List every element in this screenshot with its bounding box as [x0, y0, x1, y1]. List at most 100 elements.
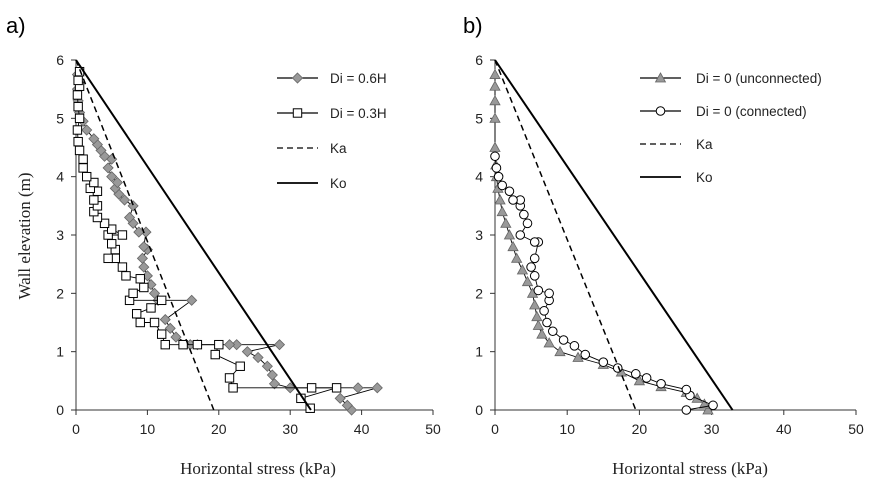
data-point-di-0-unconnected [698, 398, 711, 409]
data-point-di-0-unconnected [554, 345, 566, 357]
legend-label-ka: Ka [696, 137, 713, 152]
data-point-di-0-unconnected [702, 404, 714, 415]
data-point-di-0-3h [121, 271, 131, 281]
data-point-di-0-6h [334, 392, 346, 404]
data-point-di-0-unconnected [543, 337, 555, 348]
data-point-di-0-3h [73, 101, 83, 112]
data-point-di-0-3h [82, 171, 92, 182]
data-point-di-0-6h [111, 176, 123, 189]
data-point-di-0-3h [72, 125, 83, 135]
data-point-di-0-6h [241, 346, 253, 358]
data-point-di-0-unconnected [633, 375, 646, 386]
data-point-di-0-6h [127, 200, 139, 212]
data-point-di-0-3h [89, 177, 99, 188]
data-point-di-0-connected [558, 335, 569, 345]
legend-marker-di-0-3h [292, 108, 303, 118]
data-point-di-0-3h [149, 317, 160, 328]
data-point-di-0-3h [156, 329, 167, 339]
data-point-di-0-unconnected [489, 112, 501, 123]
panel-b-legend: Di = 0 (unconnected) Di = 0 (connected) Ka… [640, 71, 822, 185]
y-tick-label: 3 [56, 227, 64, 243]
data-point-di-0-connected [580, 349, 591, 360]
data-point-di-0-3h [74, 113, 85, 124]
legend-marker-di-0-unconnected [654, 72, 667, 83]
data-point-di-0-3h [306, 383, 317, 393]
x-tick-label: 40 [354, 421, 370, 437]
data-point-di-0-connected [539, 306, 549, 316]
data-point-di-0-6h [170, 331, 182, 343]
panel-a-tick-labels: 0 10 20 30 40 50 0 1 2 3 4 5 6 [56, 52, 441, 437]
data-point-di-0-connected [544, 288, 554, 299]
data-point-di-0-6h [118, 194, 131, 206]
data-point-di-0-connected [598, 357, 609, 367]
data-point-di-0-connected [569, 341, 580, 351]
x-tick-label: 20 [211, 421, 227, 437]
legend-label-ka: Ka [330, 141, 347, 156]
panel-a-legend: Di = 0.6H Di = 0.3H Ka Ko [277, 71, 387, 191]
data-point-di-0-3h [117, 262, 128, 272]
data-point-di-0-unconnected [532, 319, 544, 330]
data-point-di-0-3h [74, 145, 85, 156]
data-point-di-0-connected [681, 384, 692, 395]
data-point-di-0-unconnected [572, 351, 584, 362]
y-tick-label: 4 [56, 169, 64, 185]
data-point-di-0-6h [252, 351, 264, 364]
legend-label-di-0-unconnected: Di = 0 (unconnected) [696, 71, 822, 86]
data-point-di-0-connected [519, 209, 529, 220]
y-tick-label: 0 [475, 402, 483, 418]
x-tick-label: 40 [776, 421, 792, 437]
panel-a-x-axis-title: Horizontal stress (kPa) [180, 459, 336, 478]
data-point-di-0-unconnected [529, 299, 541, 310]
data-point-di-0-unconnected [536, 328, 548, 339]
data-point-di-0-3h [178, 339, 188, 350]
data-point-di-0-unconnected [510, 252, 523, 263]
data-point-di-0-connected [529, 253, 540, 264]
legend-marker-di-0-connected [655, 106, 666, 116]
data-point-di-0-unconnected [507, 240, 519, 252]
data-point-di-0-unconnected [489, 141, 501, 152]
y-tick-label: 1 [475, 344, 483, 360]
data-point-di-0-3h [224, 373, 235, 383]
data-point-di-0-3h [331, 383, 342, 393]
data-point-di-0-6h [138, 241, 150, 253]
reference-line-ko [75, 59, 312, 411]
data-point-di-0-3h [78, 154, 88, 164]
data-point-di-0-6h [186, 294, 198, 306]
x-tick-label: 0 [72, 421, 80, 437]
data-point-di-0-6h [268, 378, 281, 390]
data-point-di-0-unconnected [516, 264, 529, 275]
data-point-di-0-6h [164, 322, 176, 334]
data-point-di-0-3h [117, 230, 128, 240]
x-tick-label: 50 [848, 421, 864, 437]
panel-a-y-axis-title: Wall elevation (m) [15, 172, 34, 299]
y-tick-label: 4 [475, 169, 483, 185]
data-point-di-0-connected [493, 171, 504, 182]
y-tick-label: 2 [475, 285, 483, 301]
data-point-di-0-connected [529, 237, 540, 247]
data-point-di-0-connected [529, 271, 540, 281]
data-point-di-0-3h [72, 90, 83, 100]
data-point-di-0-3h [139, 282, 149, 293]
x-tick-label: 20 [632, 421, 648, 437]
data-point-di-0-6h [81, 124, 93, 136]
data-point-di-0-3h [192, 339, 203, 350]
legend-label-di-0-connected: Di = 0 (connected) [696, 104, 807, 119]
data-point-di-0-3h [103, 253, 113, 264]
data-point-di-0-6h [159, 314, 171, 326]
y-tick-label: 6 [475, 52, 483, 68]
panel-b-label: b) [463, 13, 483, 38]
data-point-di-0-connected [681, 405, 692, 415]
data-point-di-0-3h [107, 239, 117, 249]
legend-label-ko: Ko [696, 170, 713, 185]
data-point-di-0-unconnected [500, 217, 512, 228]
data-point-di-0-6h [341, 399, 353, 411]
panel-b-x-axis-title: Horizontal stress (kPa) [612, 459, 768, 478]
data-point-di-0-connected [542, 317, 552, 328]
data-point-di-0-3h [89, 195, 99, 205]
data-point-di-0-3h [131, 309, 142, 319]
data-point-di-0-6h [88, 133, 100, 145]
data-point-di-0-3h [107, 224, 117, 234]
reference-line-ka [75, 59, 215, 411]
data-point-di-0-unconnected [494, 194, 506, 205]
